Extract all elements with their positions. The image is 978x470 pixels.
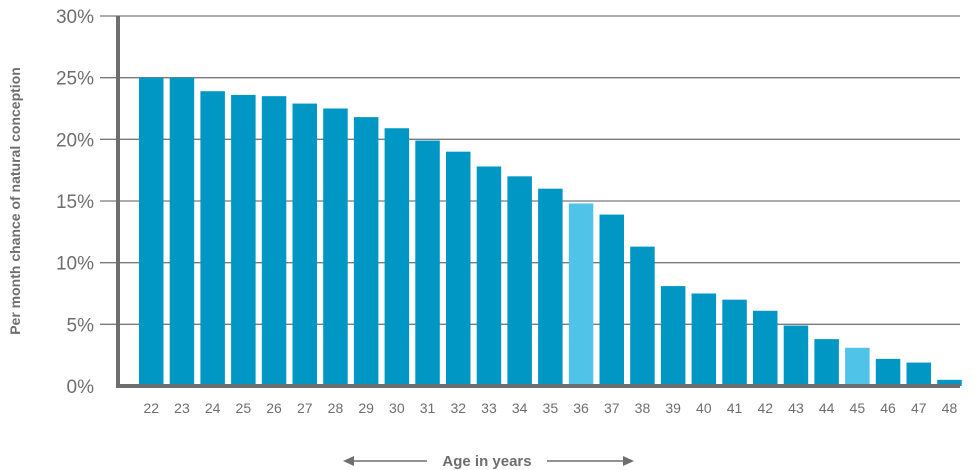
bar-39 <box>660 286 686 386</box>
x-tick-label: 25 <box>236 400 252 416</box>
bar-40 <box>691 293 717 386</box>
y-tick-label: 25% <box>56 69 94 90</box>
arrow-left-icon <box>343 456 354 466</box>
bar-32 <box>446 151 471 386</box>
bar-30 <box>384 128 410 386</box>
x-tick-label: 40 <box>696 400 712 416</box>
x-tick-label: 22 <box>143 400 159 416</box>
x-tick-label: 39 <box>665 400 681 416</box>
y-tick-label: 5% <box>67 315 95 336</box>
bar-33 <box>476 166 502 386</box>
y-axis-label: Per month chance of natural conception <box>7 67 23 335</box>
y-tick-labels: 0% 5% 10% 15% 20% 25% 30% <box>56 7 94 398</box>
x-tick-label: 34 <box>512 400 528 416</box>
bar-36 <box>568 203 594 386</box>
y-tick-label: 0% <box>67 377 95 398</box>
bar-37 <box>599 214 624 386</box>
bars <box>139 77 962 387</box>
x-tick-label: 43 <box>788 400 804 416</box>
y-tick-label: 30% <box>56 7 94 28</box>
y-tick-label: 20% <box>56 130 94 151</box>
bar-34 <box>507 176 532 386</box>
x-tick-label: 37 <box>604 400 620 416</box>
x-tick-label: 33 <box>481 400 497 416</box>
bar-29 <box>353 117 379 386</box>
bar-43 <box>783 325 809 386</box>
bar-31 <box>415 140 440 386</box>
bar-38 <box>630 246 655 386</box>
x-tick-label: 46 <box>880 400 896 416</box>
bar-25 <box>231 94 256 386</box>
x-tick-label: 32 <box>450 400 466 416</box>
x-tick-label: 27 <box>297 400 313 416</box>
x-tick-label: 26 <box>266 400 282 416</box>
x-tick-label: 30 <box>389 400 405 416</box>
bar-46 <box>875 358 901 386</box>
x-tick-label: 35 <box>543 400 559 416</box>
x-tick-label: 28 <box>328 400 344 416</box>
bar-41 <box>722 299 747 386</box>
x-tick-label: 31 <box>420 400 436 416</box>
x-tick-label: 23 <box>174 400 190 416</box>
x-tick-labels: 22 23 24 25 26 27 28 29 30 31 32 33 34 35 36 37 38 39 40 41… <box>143 400 957 416</box>
x-tick-label: 29 <box>358 400 374 416</box>
arrow-right-icon <box>623 456 634 466</box>
bar-23 <box>169 77 195 387</box>
axes <box>116 16 960 388</box>
x-tick-label: 44 <box>819 400 835 416</box>
bar-26 <box>261 96 287 387</box>
bar-35 <box>538 188 563 386</box>
y-tick-label: 15% <box>56 192 94 213</box>
x-axis-label: Age in years <box>442 453 531 470</box>
bar-22 <box>139 77 164 387</box>
x-axis-label-group: Age in years <box>343 453 634 470</box>
x-tick-label: 38 <box>635 400 651 416</box>
bar-48 <box>937 379 962 386</box>
bar-44 <box>814 339 839 386</box>
x-tick-label: 24 <box>205 400 221 416</box>
x-tick-label: 48 <box>942 400 958 416</box>
x-tick-label: 47 <box>911 400 927 416</box>
bar-42 <box>753 310 778 386</box>
bar-24 <box>200 91 225 386</box>
bar-27 <box>292 103 317 387</box>
bar-45 <box>845 347 870 386</box>
x-tick-label: 36 <box>573 400 589 416</box>
x-tick-label: 41 <box>727 400 743 416</box>
y-tick-label: 10% <box>56 254 94 275</box>
x-tick-label: 42 <box>757 400 773 416</box>
x-tick-label: 45 <box>850 400 866 416</box>
bar-47 <box>906 362 931 386</box>
bar-28 <box>323 108 348 386</box>
